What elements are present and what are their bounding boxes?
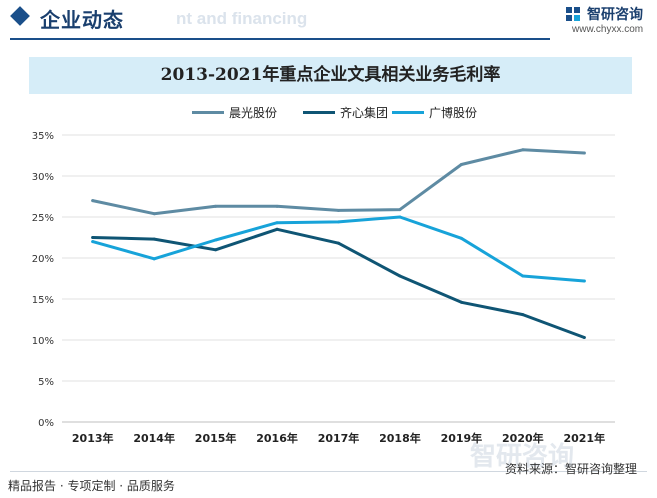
- x-tick-label: 2014年: [133, 431, 175, 445]
- data-point: [582, 279, 586, 283]
- y-tick-label: 0%: [38, 418, 54, 429]
- legend-item-chenguang: 晨光股份: [192, 102, 277, 122]
- x-tick-label: 2016年: [256, 431, 298, 445]
- logo-icon: [566, 7, 580, 21]
- y-tick-label: 20%: [32, 254, 54, 265]
- legend-label: 晨光股份: [229, 105, 278, 120]
- data-point: [275, 221, 279, 225]
- header-watermark: nt and financing: [176, 9, 308, 28]
- y-tick-label: 15%: [32, 295, 54, 306]
- x-tick-label: 2015年: [195, 431, 237, 445]
- data-point: [459, 236, 463, 240]
- legend-item-qixin: 齐心集团: [303, 102, 388, 122]
- legend-swatch: [392, 110, 424, 114]
- y-tick-label: 35%: [32, 131, 54, 142]
- brand-name: 智研咨询: [587, 7, 643, 23]
- series-line-0: [91, 148, 586, 216]
- data-point: [459, 300, 463, 304]
- x-tick-label: 2019年: [441, 431, 483, 445]
- header: nt and financing 企业动态 智研咨询 www.chyxx.com: [0, 0, 657, 40]
- brand-url: www.chyxx.com: [572, 24, 644, 35]
- data-point: [275, 204, 279, 208]
- data-point: [337, 241, 340, 245]
- data-point: [521, 274, 525, 278]
- data-point: [521, 313, 525, 317]
- data-point: [337, 208, 340, 212]
- section-title: 企业动态: [40, 8, 124, 32]
- data-point: [398, 208, 402, 212]
- series-line-1: [91, 227, 586, 339]
- data-point: [152, 257, 156, 261]
- chart-legend: 晨光股份 齐心集团 广博股份: [0, 102, 657, 122]
- legend-label: 齐心集团: [340, 105, 389, 120]
- legend-swatch: [192, 110, 224, 114]
- x-tick-label: 2020年: [502, 431, 544, 445]
- data-point: [91, 236, 95, 239]
- x-tick-label: 2018年: [379, 431, 421, 445]
- x-tick-label: 2013年: [72, 431, 114, 445]
- legend-item-guangbo: 广博股份: [392, 102, 477, 122]
- data-point: [398, 215, 402, 219]
- data-point: [214, 204, 218, 208]
- y-tick-label: 5%: [38, 377, 54, 388]
- data-point: [214, 238, 218, 242]
- data-point: [459, 163, 463, 167]
- data-point: [582, 151, 586, 155]
- footer-tagline: 精品报告 · 专项定制 · 品质服务: [8, 479, 175, 493]
- header-divider: [10, 38, 550, 40]
- data-point: [91, 240, 95, 244]
- data-point: [582, 336, 586, 340]
- legend-label: 广博股份: [429, 105, 478, 120]
- footer-watermark: 智研咨询: [470, 442, 575, 472]
- data-point: [214, 248, 218, 252]
- data-point: [91, 199, 95, 203]
- data-point: [337, 220, 340, 224]
- data-point: [152, 212, 156, 216]
- data-point: [275, 227, 279, 231]
- x-tick-label: 2017年: [318, 431, 360, 445]
- data-point: [398, 274, 402, 278]
- chart-title: 2013-2021年重点企业文具相关业务毛利率: [160, 65, 501, 85]
- chart-title-bar: 2013-2021年重点企业文具相关业务毛利率: [29, 57, 632, 94]
- data-point: [521, 148, 525, 152]
- y-tick-label: 25%: [32, 213, 54, 224]
- y-tick-label: 30%: [32, 172, 54, 183]
- data-point: [152, 237, 156, 241]
- source-note: 资料来源：智研咨询整理: [505, 462, 638, 476]
- legend-swatch: [303, 110, 335, 114]
- footer-divider: [10, 471, 647, 472]
- x-tick-label: 2021年: [563, 431, 605, 445]
- series-line-2: [91, 215, 586, 283]
- y-tick-label: 10%: [32, 336, 54, 347]
